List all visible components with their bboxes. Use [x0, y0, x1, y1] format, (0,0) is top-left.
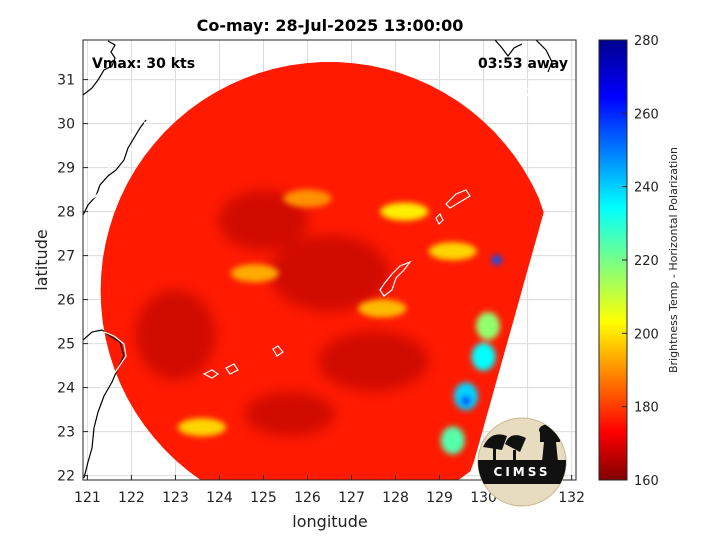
cimss-logo: CIMSS [477, 417, 567, 507]
island-sakishima-2 [272, 345, 284, 357]
island-sakishima-1 [202, 363, 239, 379]
cool-core-shading [135, 190, 429, 436]
feature-scattered-cloud [230, 264, 279, 283]
coastlines [83, 40, 553, 479]
feature-scattered-cloud [283, 189, 332, 208]
logo-dish-left [483, 434, 507, 450]
island-taiwan-coast [93, 331, 127, 389]
x-tick-label: 127 [338, 490, 365, 506]
x-tick-label: 122 [118, 490, 145, 506]
y-tick-label: 22 [57, 469, 75, 485]
x-tick-label: 125 [250, 490, 277, 506]
x-tick-label: 121 [74, 490, 101, 506]
feature-rainband-south [440, 426, 465, 455]
axes-frame [82, 39, 577, 481]
logo-text: CIMSS [494, 465, 551, 479]
convective-features [177, 189, 502, 455]
colorbar-tick-label: 280 [634, 34, 659, 49]
island-north-east [498, 85, 531, 111]
y-tick-label: 31 [57, 73, 75, 89]
y-tick-label: 24 [57, 381, 75, 397]
feature-rainband-east [428, 242, 477, 261]
warm-patch [218, 190, 309, 251]
colorbar-label: Brightness Temp - Horizontal Polarizatio… [667, 147, 680, 373]
colorbar-tick-label: 180 [634, 401, 659, 416]
warm-patch [135, 289, 216, 380]
x-tick-label: 128 [382, 490, 409, 506]
y-tick-label: 27 [57, 249, 75, 265]
y-tick-label: 30 [57, 117, 75, 133]
colorbar-tick-label: 220 [634, 254, 659, 269]
time-away-annotation: 03:53 away [478, 56, 568, 72]
logo-dish-right [505, 435, 526, 452]
x-tick-label: 124 [206, 490, 233, 506]
warm-patch [269, 235, 390, 312]
feature-rainband-south-east [475, 312, 500, 340]
x-tick-label: 129 [426, 490, 453, 506]
feature-cold-spot [491, 255, 502, 265]
x-tick-label: 132 [558, 490, 585, 506]
colorbar-ticks: 160 180 200 220 240 260 280 [622, 34, 659, 489]
island-ryukyu-3 [435, 212, 444, 226]
y-tick-label: 23 [57, 425, 75, 441]
logo-tower [540, 432, 560, 462]
colorbar-tick-label: 200 [634, 327, 659, 342]
feature-cold-spot [460, 395, 471, 406]
colorbar: 160 180 200 220 240 260 280 Brightness Temp - … [598, 34, 680, 489]
y-tick-label: 26 [57, 293, 75, 309]
y-axis-label: latitude [32, 229, 51, 290]
x-axis-label: longitude [292, 512, 367, 531]
island-ryukyu-2 [445, 189, 471, 209]
coastline-north-east [494, 40, 553, 73]
feature-scattered-cloud [177, 418, 226, 437]
chart-title: Co-may: 28-Jul-2025 13:00:00 [197, 16, 464, 35]
island-a [89, 119, 147, 202]
warm-patch [318, 331, 429, 392]
island-ryukyu-1 [379, 260, 412, 297]
feature-rainband-north-east [380, 202, 429, 221]
colorbar-tick-label: 260 [634, 107, 659, 122]
y-tick-label: 28 [57, 205, 75, 221]
brightness-temp-swath [100, 62, 544, 480]
x-tick-label: 123 [162, 490, 189, 506]
y-tick-label: 29 [57, 161, 75, 177]
x-tick-label: 126 [294, 490, 321, 506]
colorbar-tick-label: 240 [634, 181, 659, 196]
y-tick-label: 25 [57, 337, 75, 353]
y-axis-ticks: 22 23 24 25 26 27 28 29 30 31 [57, 73, 88, 485]
vmax-annotation: Vmax: 30 kts [92, 56, 195, 72]
feature-convection [471, 342, 496, 371]
coastline-china [83, 40, 147, 479]
colorbar-tick-label: 160 [634, 474, 659, 489]
logo-base [478, 460, 566, 484]
feature-inner-band [358, 299, 407, 318]
x-tick-label: 130 [470, 490, 497, 506]
warm-patch [244, 392, 335, 436]
